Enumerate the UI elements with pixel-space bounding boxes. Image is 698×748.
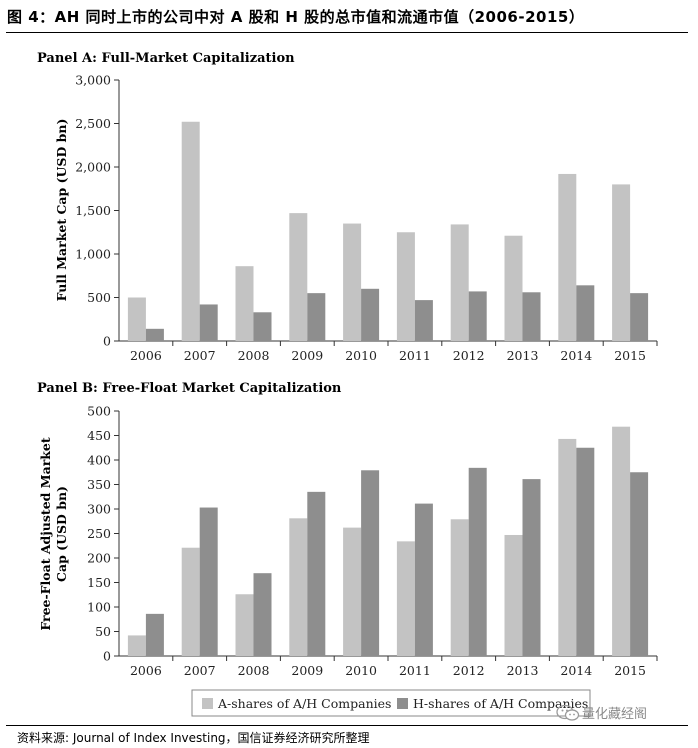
panel-a-bar-h-shares: [361, 288, 380, 341]
panel-b-bar-h-shares: [145, 613, 164, 656]
panel-a-x-tick-label: 2007: [184, 348, 216, 363]
panel-a-bar-a-shares: [504, 235, 523, 341]
panel-b-bar-a-shares: [450, 519, 469, 656]
figure-title: 图 4：AH 同时上市的公司中对 A 股和 H 股的总市值和流通市值（2006-…: [7, 8, 585, 26]
panel-b-bar-a-shares: [504, 534, 523, 656]
panel-b-bar-h-shares: [468, 467, 487, 656]
panel-b-y-tick-label: 150: [87, 575, 111, 590]
panel-a-x-tick-label: 2013: [507, 348, 539, 363]
panel-b-bar-a-shares: [289, 518, 308, 656]
panel-b-bar-h-shares: [307, 491, 326, 656]
panel-a-bar-h-shares: [145, 328, 164, 341]
panel-b-y-label-line: Free-Float Adjusted Market: [38, 437, 53, 631]
panel-a-bar-h-shares: [630, 293, 649, 341]
panel-a-x-tick-label: 2014: [560, 348, 592, 363]
panel-b-x-tick-label: 2010: [345, 663, 377, 678]
panel-b-x-tick-label: 2015: [614, 663, 646, 678]
panel-b-bar-h-shares: [576, 447, 595, 656]
panel-a-x-tick-label: 2010: [345, 348, 377, 363]
panel-b-y-tick-label: 100: [87, 600, 111, 615]
panel-b-x-tick-label: 2014: [560, 663, 592, 678]
panel-a-bar-a-shares: [127, 297, 146, 341]
top-rule: [6, 32, 688, 33]
panel-a-bar-a-shares: [235, 266, 254, 341]
panel-a-bar-a-shares: [558, 173, 577, 341]
panel-b-bar-h-shares: [522, 479, 541, 656]
panel-a-x-tick-label: 2012: [453, 348, 485, 363]
panel-b-x-tick-label: 2006: [130, 663, 162, 678]
panel-b-y-tick-label: 450: [87, 428, 111, 443]
panel-b-y-tick-label: 500: [87, 404, 111, 419]
panel-a-y-tick-label: 500: [87, 290, 111, 305]
panel-b-y-tick-label: 50: [95, 624, 111, 639]
panel-b-y-tick-label: 250: [87, 526, 111, 541]
panel-b-bar-h-shares: [199, 507, 218, 656]
panel-b-x-tick-label: 2012: [453, 663, 485, 678]
panel-b-legend-label: H-shares of A/H Companies: [413, 696, 588, 711]
panel-b-bar-a-shares: [558, 438, 577, 656]
panel-a-bar-a-shares: [343, 223, 362, 341]
panel-a-x-tick-label: 2006: [130, 348, 162, 363]
panel-a-title: Panel A: Full-Market Capitalization: [37, 51, 295, 66]
panel-b-legend-box: [191, 689, 591, 717]
panel-b-legend-swatch: [202, 698, 213, 709]
panel-a-x-tick-label: 2015: [614, 348, 646, 363]
panel-b-x-tick-label: 2011: [399, 663, 431, 678]
panel-b-y-tick-label: 0: [103, 649, 111, 664]
panel-b-x-tick-label: 2009: [291, 663, 323, 678]
panel-a-bar-a-shares: [450, 224, 469, 341]
panel-a-bar-a-shares: [396, 232, 415, 341]
panel-a-y-tick-label: 0: [103, 334, 111, 349]
source-note: 资料来源: Journal of Index Investing，国信证券经济研…: [17, 731, 370, 745]
panel-a-bar-a-shares: [289, 213, 308, 341]
panel-a-y-label: Full Market Cap (USD bn): [54, 119, 69, 302]
panel-b-legend-swatch: [397, 698, 408, 709]
panel-a-bar-h-shares: [307, 293, 326, 341]
panel-b-y-label: Free-Float Adjusted MarketCap (USD bn): [38, 437, 69, 631]
panel-b-bar-a-shares: [612, 426, 631, 656]
panel-b-title: Panel B: Free-Float Market Capitalizatio…: [37, 381, 342, 396]
panel-b-legend-label: A-shares of A/H Companies: [217, 696, 391, 711]
panel-b-x-tick-label: 2007: [184, 663, 216, 678]
panel-b-y-tick-label: 350: [87, 477, 111, 492]
panel-b-bar-a-shares: [396, 541, 415, 656]
panel-a-bar-h-shares: [199, 304, 218, 341]
panel-b-bar-h-shares: [253, 573, 272, 656]
panel-b-x-tick-label: 2013: [507, 663, 539, 678]
panel-a-x-tick-label: 2008: [238, 348, 270, 363]
panel-b-y-label-line: Cap (USD bn): [54, 486, 69, 582]
panel-b-bar-h-shares: [630, 472, 649, 656]
watermark: 量化藏经阁: [556, 703, 647, 722]
panel-a-y-tick-label: 3,000: [75, 73, 111, 88]
panel-b-bar-h-shares: [414, 503, 433, 656]
panel-b-bar-h-shares: [361, 470, 380, 656]
panel-a-y-tick-label: 1,000: [75, 247, 111, 262]
panel-a-bar-h-shares: [576, 285, 595, 341]
panel-a-bar-h-shares: [414, 300, 433, 341]
wechat-icon: [556, 704, 580, 722]
panel-b-bar-a-shares: [235, 594, 254, 656]
panel-b-bar-a-shares: [181, 547, 200, 656]
panel-b-bar-a-shares: [343, 527, 362, 656]
bottom-rule: [6, 725, 688, 726]
panel-a-y-tick-label: 2,500: [75, 116, 111, 131]
panel-a-y-tick-label: 2,000: [75, 160, 111, 175]
panel-b-y-tick-label: 400: [87, 453, 111, 468]
panel-a-x-tick-label: 2011: [399, 348, 431, 363]
panel-b-y-tick-label: 300: [87, 502, 111, 517]
panel-a-y-tick-label: 1,500: [75, 203, 111, 218]
panel-b-y-tick-label: 200: [87, 551, 111, 566]
panel-a-bar-h-shares: [522, 292, 541, 341]
panel-b-x-tick-label: 2008: [238, 663, 270, 678]
panel-a-x-tick-label: 2009: [291, 348, 323, 363]
panel-a-bar-h-shares: [253, 312, 272, 341]
panel-b-bar-a-shares: [127, 635, 146, 656]
panel-a-bar-h-shares: [468, 291, 487, 341]
watermark-text: 量化藏经阁: [582, 707, 648, 722]
panel-a-bar-a-shares: [612, 184, 631, 341]
panel-a-bar-a-shares: [181, 121, 200, 341]
